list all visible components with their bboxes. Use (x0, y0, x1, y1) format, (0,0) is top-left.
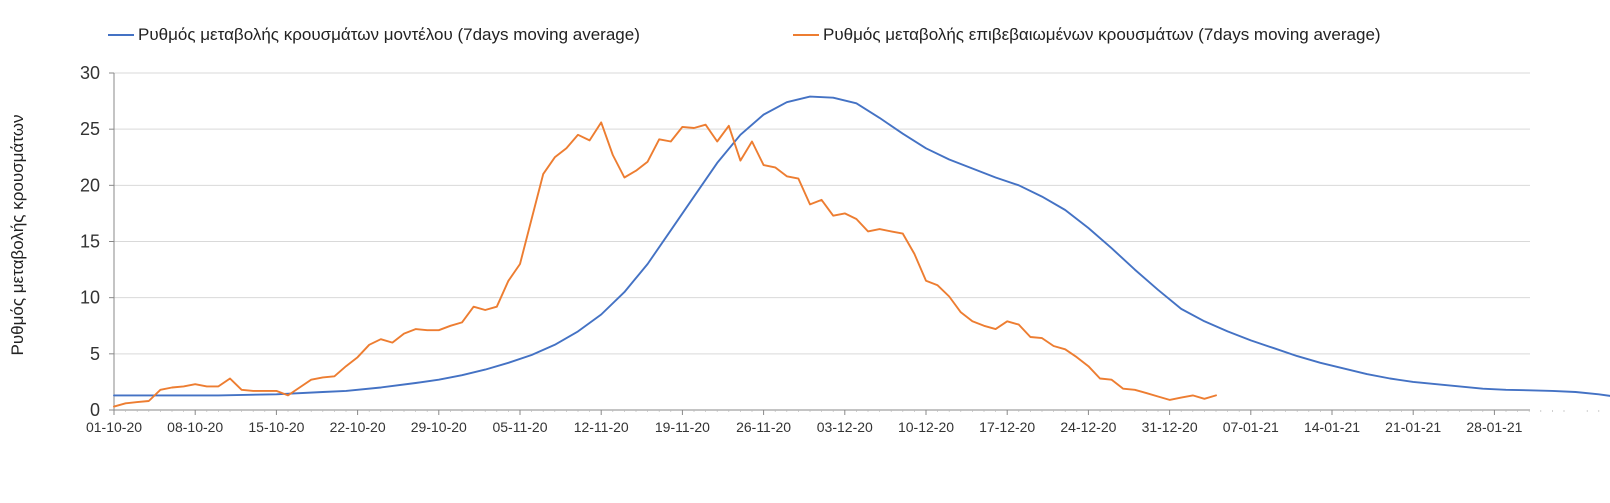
x-tick-label: 22-10-20 (330, 419, 386, 435)
x-tick-label: 21-01-21 (1385, 419, 1441, 435)
y-tick-label: 5 (90, 344, 100, 364)
x-tick-label: 19-11-20 (655, 419, 710, 435)
x-tick-label: 07-01-21 (1223, 419, 1279, 435)
x-tick-label: 10-12-20 (898, 419, 954, 435)
y-tick-label: 25 (80, 119, 100, 139)
gridlines (114, 72, 1530, 355)
x-axis: 01-10-20 08-10-20 15-10-20 22-10-20 29-10-20… (86, 409, 1600, 435)
y-axis: 0 5 10 15 20 25 30 (80, 63, 115, 420)
x-tick-label: 14-01-21 (1304, 419, 1360, 435)
x-tick-label: 24-12-20 (1060, 419, 1116, 435)
y-tick-label: 10 (80, 288, 100, 308)
y-tick-label: 20 (80, 175, 100, 195)
x-tick-label: 29-10-20 (411, 419, 467, 435)
x-tick-label: 08-10-20 (167, 419, 223, 435)
x-tick-label: 26-11-20 (736, 419, 791, 435)
series-line-confirmed (113, 121, 1217, 408)
legend-item-confirmed: Ρυθμός μεταβολής επιβεβαιωμένων κρουσμάτ… (793, 24, 1381, 46)
x-tick-label: 28-01-21 (1466, 419, 1522, 435)
legend-swatch-model (108, 34, 134, 36)
x-tick-label: 15-10-20 (248, 419, 304, 435)
y-tick-label: 0 (90, 400, 100, 420)
legend-item-model: Ρυθμός μεταβολής κρουσμάτων μοντέλου (7d… (108, 24, 640, 46)
x-tick-label: 01-10-20 (86, 419, 142, 435)
legend-swatch-confirmed (793, 34, 819, 36)
series-lines (113, 95, 1610, 408)
x-tick-label: 31-12-20 (1142, 419, 1198, 435)
y-tick-label: 15 (80, 232, 100, 252)
x-tick-label: 12-11-20 (574, 419, 629, 435)
x-tick-label: 03-12-20 (817, 419, 873, 435)
legend-label-model: Ρυθμός μεταβολής κρουσμάτων μοντέλου (7d… (138, 25, 640, 44)
x-tick-label: 17-12-20 (979, 419, 1035, 435)
x-tick-label: 05-11-20 (492, 419, 547, 435)
y-tick-label: 30 (80, 63, 100, 83)
series-line-model (113, 95, 1610, 397)
y-axis-label: Ρυθμός μεταβολής κρουσμάτων (8, 114, 27, 356)
legend-label-confirmed: Ρυθμός μεταβολής επιβεβαιωμένων κρουσμάτ… (823, 25, 1381, 44)
